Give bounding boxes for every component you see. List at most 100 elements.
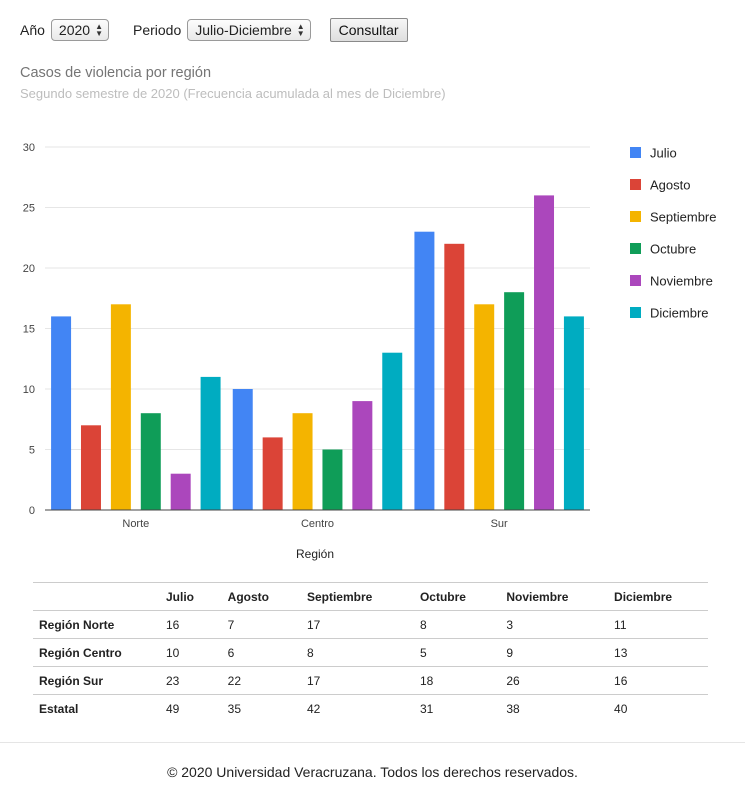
table-cell: 17 [306, 673, 321, 688]
chart-bars [51, 195, 584, 511]
legend-label: Julio [650, 146, 677, 161]
y-tick-label: 15 [23, 324, 35, 336]
legend-swatch [630, 275, 641, 286]
chart-title: Casos de violencia por región [20, 65, 211, 81]
table-cell: 5 [419, 645, 427, 660]
table-column-header: Noviembre [506, 589, 569, 604]
table-cell: 40 [614, 701, 628, 716]
table-cell: 9 [506, 645, 514, 660]
table-cell: 8 [419, 617, 427, 632]
y-tick-label: 25 [23, 203, 35, 215]
chart-subtitle: Segundo semestre de 2020 (Frecuencia acu… [20, 86, 446, 101]
bar-noviembre-sur [534, 195, 555, 510]
y-tick-label: 10 [23, 384, 35, 396]
table-row-label: Región Centro [39, 645, 122, 660]
legend-swatch [630, 307, 641, 318]
year-select-value: 2020 [58, 22, 91, 38]
bar-diciembre-centro [382, 352, 403, 510]
x-tick-label: Sur [491, 518, 508, 530]
bar-noviembre-centro [352, 401, 373, 510]
table-column-header: Octubre [419, 589, 466, 604]
table-cell: 35 [227, 701, 242, 716]
bar-noviembre-norte [170, 473, 191, 510]
table-cell: 49 [165, 701, 180, 716]
bar-diciembre-sur [563, 316, 584, 510]
table-cell: 13 [614, 645, 628, 660]
data-table: Julio Agosto Septiembre Octubre Noviembre Dic… [33, 582, 708, 722]
table-cell: 38 [506, 701, 520, 716]
y-tick-label: 5 [29, 445, 35, 457]
bar-chart: Casos de violencia por región Segundo se… [20, 65, 716, 561]
bar-septiembre-norte [110, 304, 131, 510]
year-select[interactable]: 2020 ▲ ▼ [50, 19, 109, 41]
table-cell: 16 [165, 617, 180, 632]
chart-legend: Julio Agosto Septiembre Octubre Noviembre Dic… [630, 146, 716, 321]
table-column-header: Diciembre [614, 589, 673, 604]
table-column-header: Agosto [227, 589, 269, 604]
table-cell: 26 [506, 673, 520, 688]
table-cell: 17 [306, 617, 321, 632]
table-column-header: Julio [165, 589, 194, 604]
x-tick-label: Centro [301, 518, 334, 530]
select-arrows-icon: ▲ ▼ [95, 22, 103, 38]
bar-julio-norte [51, 316, 72, 510]
table-cell: 18 [419, 673, 434, 688]
legend-label: Noviembre [650, 274, 713, 289]
table-cell: 8 [306, 645, 314, 660]
bar-agosto-norte [80, 425, 101, 510]
bar-julio-centro [232, 389, 253, 510]
footer-text: © 2020 Universidad Veracruzana. Todos lo… [167, 764, 578, 780]
bar-agosto-centro [262, 437, 283, 510]
table-row: Región Centro 10 6 8 5 9 13 [33, 639, 708, 667]
table-cell: 3 [506, 617, 514, 632]
year-label: Año [20, 22, 45, 38]
period-select-value: Julio-Diciembre [195, 22, 292, 38]
table-cell: 10 [165, 645, 180, 660]
legend-swatch [630, 211, 641, 222]
bar-diciembre-norte [200, 376, 221, 510]
chart-grid [45, 146, 590, 450]
period-label: Periodo [133, 22, 182, 38]
table-corner-cell [33, 583, 160, 611]
table-cell: 7 [227, 617, 235, 632]
table-column-header: Septiembre [306, 589, 373, 604]
legend-label: Septiembre [650, 210, 716, 225]
table-cell: 11 [614, 617, 627, 632]
select-arrows-icon: ▲ ▼ [296, 22, 305, 38]
legend-label: Agosto [650, 178, 690, 193]
bar-julio-sur [414, 231, 435, 510]
legend-label: Octubre [650, 242, 696, 257]
x-tick-label: Norte [122, 518, 149, 530]
bar-agosto-sur [444, 243, 465, 511]
legend-swatch [630, 243, 641, 254]
table-cell: 22 [227, 673, 242, 688]
x-axis-title: Región [296, 547, 334, 561]
table-cell: 6 [227, 645, 235, 660]
bar-septiembre-sur [474, 304, 495, 510]
footer-divider [0, 742, 745, 743]
period-select[interactable]: Julio-Diciembre ▲ ▼ [187, 19, 311, 41]
consult-button[interactable]: Consultar [329, 18, 408, 42]
bar-septiembre-centro [292, 413, 313, 510]
table-row-label: Región Norte [39, 617, 115, 632]
bar-octubre-centro [322, 449, 343, 510]
table-header-row: Julio Agosto Septiembre Octubre Noviembre Dic… [33, 582, 708, 611]
legend-label: Diciembre [650, 306, 709, 321]
legend-swatch [630, 179, 641, 190]
table-cell: 23 [165, 673, 180, 688]
table-cell: 42 [306, 701, 321, 716]
table-cell: 16 [614, 673, 628, 688]
table-row: Región Norte 16 7 17 8 3 11 [33, 611, 708, 639]
filter-bar: Año 2020 ▲ ▼ Periodo Julio-Diciembre ▲ ▼ C… [20, 17, 408, 43]
table-body: Región Norte 16 7 17 8 3 11 Región Centro 10 6 8 5 9… [33, 611, 708, 723]
bar-octubre-sur [504, 292, 525, 510]
y-tick-label: 30 [23, 142, 35, 154]
table-row: Estatal 49 35 42 31 38 40 [33, 695, 708, 723]
table-row: Región Sur 23 22 17 18 26 16 [33, 667, 708, 695]
table-row-label: Región Sur [39, 673, 104, 688]
bar-octubre-norte [140, 413, 161, 510]
table-row-label: Estatal [39, 701, 79, 716]
table-cell: 31 [419, 701, 434, 716]
chart-axis: 0 5 10 15 20 25 30 Norte Centro Sur [23, 142, 590, 530]
y-tick-label: 0 [29, 505, 35, 517]
